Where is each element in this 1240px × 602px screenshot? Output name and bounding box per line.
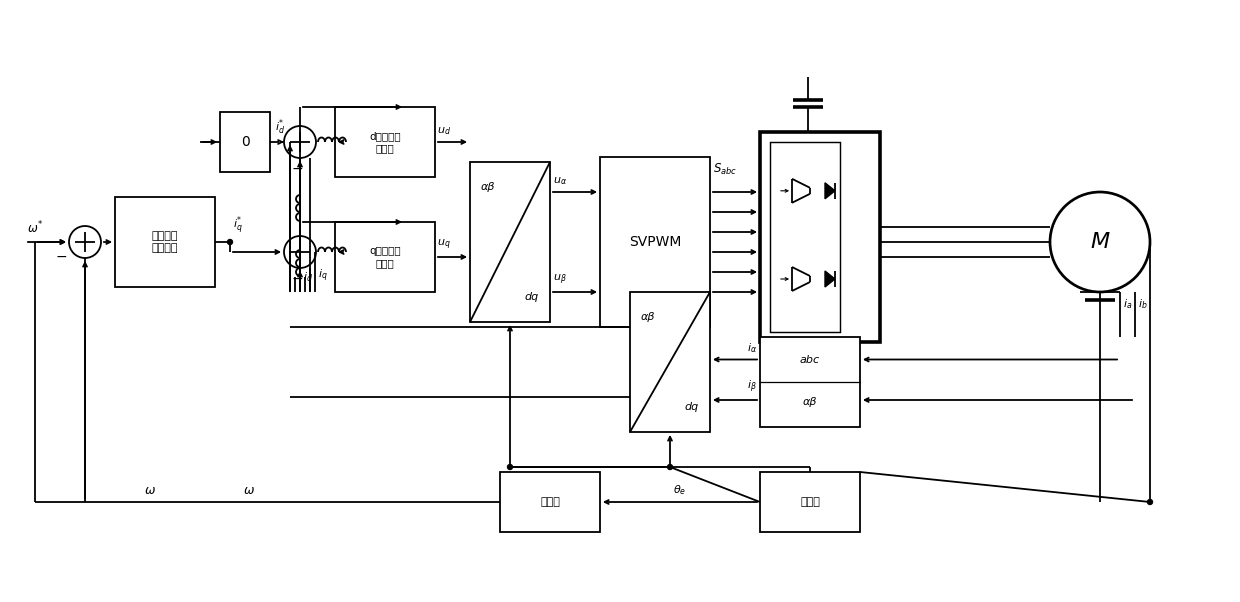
Text: $\theta_e$: $\theta_e$ [673,483,687,497]
Text: $\omega$: $\omega$ [144,484,156,497]
Text: $M$: $M$ [1090,232,1110,252]
Text: $i_a$: $i_a$ [1123,297,1132,311]
Text: $-$: $-$ [291,161,303,175]
Text: $i_q$: $i_q$ [317,268,327,284]
Text: $-$: $-$ [291,271,303,285]
Text: $i_q^{*}$: $i_q^{*}$ [233,215,243,237]
Circle shape [1050,192,1149,292]
Text: $-$: $-$ [55,249,67,263]
Polygon shape [825,271,835,287]
Text: SVPWM: SVPWM [629,235,681,249]
Text: $u_q$: $u_q$ [436,238,450,252]
Bar [600,157,711,327]
Text: $S_{abc}$: $S_{abc}$ [713,162,737,177]
Text: αβ: αβ [802,397,817,407]
Bar [470,162,551,322]
Text: dq: dq [525,292,539,302]
Text: 速度快速
终端滑模: 速度快速 终端滑模 [151,231,179,253]
Text: 求转速: 求转速 [541,497,560,507]
Bar [219,112,270,172]
Bar [115,197,215,287]
Text: $i_d^{*}$: $i_d^{*}$ [275,117,285,137]
Text: $\omega$: $\omega$ [243,484,255,497]
Text: d轴快速终
端滑模: d轴快速终 端滑模 [370,131,401,153]
Bar [760,337,861,427]
Text: $i_{\beta}$: $i_{\beta}$ [748,379,756,395]
Bar [760,472,861,532]
Text: abc: abc [800,355,820,364]
Text: dq: dq [684,402,699,412]
Text: $i_d$: $i_d$ [303,270,312,284]
Text: $i_{\alpha}$: $i_{\alpha}$ [746,341,756,355]
Text: $\omega^{*}$: $\omega^{*}$ [27,219,43,236]
Text: $u_d$: $u_d$ [436,125,451,137]
Text: $u_{\alpha}$: $u_{\alpha}$ [553,175,567,187]
Bar [760,132,880,342]
Text: αβ: αβ [481,182,495,192]
Circle shape [284,236,316,268]
Text: $i_b$: $i_b$ [1138,297,1148,311]
Circle shape [507,465,512,470]
Circle shape [69,226,100,258]
Bar [770,142,839,332]
Text: αβ: αβ [641,312,655,322]
Circle shape [1147,500,1152,504]
Circle shape [227,240,233,244]
Bar [630,292,711,432]
Bar [335,107,435,177]
Text: 电角度: 电角度 [800,497,820,507]
Text: $u_{\beta}$: $u_{\beta}$ [553,273,567,287]
Text: q轴快速终
端滑模: q轴快速终 端滑模 [370,246,401,268]
Text: 0: 0 [241,135,249,149]
Polygon shape [825,183,835,199]
Circle shape [284,126,316,158]
Bar [335,222,435,292]
Bar [500,472,600,532]
Circle shape [667,465,672,470]
